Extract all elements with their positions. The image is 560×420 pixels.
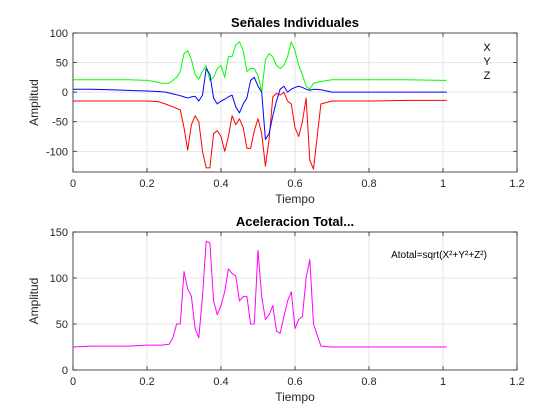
y-axis-label: Amplitud	[27, 79, 41, 126]
x-tick-label: 1.2	[509, 376, 524, 388]
x-tick-label: 0.4	[213, 376, 228, 388]
series-line-atotal	[72, 240, 447, 348]
series-line-x	[73, 91, 447, 170]
legend-entry-y: Y	[483, 56, 491, 68]
y-tick-label: 50	[56, 58, 68, 70]
x-tick-label: 0.8	[361, 178, 376, 190]
legend-entry-x: X	[483, 42, 491, 54]
x-axis-label: Tiempo	[275, 390, 315, 404]
chart-title: Señales Individuales	[231, 15, 359, 30]
chart-title: Aceleracion Total...	[236, 214, 354, 229]
x-tick-label: 0.2	[139, 376, 154, 388]
y-tick-label: -100	[46, 146, 68, 158]
x-tick-label: 0.8	[361, 376, 376, 388]
x-tick-label: 0.6	[287, 376, 302, 388]
series-line-z	[73, 67, 447, 140]
y-tick-label: -50	[52, 117, 68, 129]
x-tick-label: 0.6	[287, 178, 302, 190]
axes-individual-signals: 0 0.2 0.4 0.6 0.8 1 1.2 -100 -50 0 50 100 Señales In…	[27, 15, 525, 206]
formula-annotation: Atotal=sqrt(X²+Y²+Z²)	[391, 250, 487, 261]
axes-total-acceleration: 0 0.2 0.4 0.6 0.8 1 1.2 0 50 100 150 Aceleracion To…	[27, 214, 525, 404]
x-tick-label: 0.2	[139, 178, 154, 190]
x-tick-label: 1	[440, 178, 446, 190]
x-axis-label: Tiempo	[275, 192, 315, 206]
y-tick-label: 0	[62, 87, 68, 99]
y-tick-label: 150	[50, 227, 68, 239]
x-tick-label: 0	[70, 178, 76, 190]
series-line-y	[73, 41, 447, 93]
y-tick-label: 100	[50, 273, 68, 285]
x-tick-label: 0.4	[213, 178, 228, 190]
x-tick-label: 1	[440, 376, 446, 388]
y-axis-label: Amplitud	[27, 278, 41, 325]
y-tick-label: 0	[62, 365, 68, 377]
x-tick-label: 1.2	[509, 178, 524, 190]
legend-entry-z: Z	[484, 70, 491, 82]
y-tick-label: 50	[56, 319, 68, 331]
x-tick-label: 0	[70, 376, 76, 388]
y-tick-label: 100	[50, 28, 68, 40]
